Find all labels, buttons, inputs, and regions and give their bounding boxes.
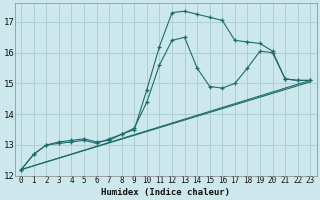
- X-axis label: Humidex (Indice chaleur): Humidex (Indice chaleur): [101, 188, 230, 197]
